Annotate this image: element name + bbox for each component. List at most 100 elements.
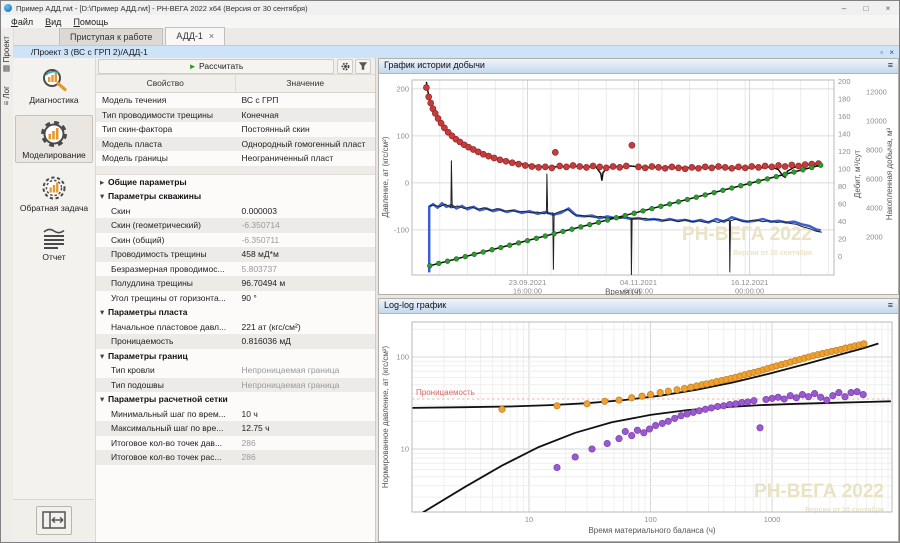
filter-button[interactable]	[355, 59, 371, 74]
panel-menu-icon[interactable]: ≡	[888, 59, 893, 73]
document-tab-1[interactable]: АДД-1 ×	[165, 27, 225, 45]
property-row[interactable]: Проводимость трещины458 мД*м	[96, 247, 375, 262]
close-panel-icon[interactable]: ×	[887, 48, 896, 57]
nav-item-modeling[interactable]: Моделирование	[15, 115, 93, 163]
series-давление-факт	[423, 85, 821, 172]
settings-button[interactable]	[337, 59, 353, 74]
property-row[interactable]: Модель границыНеограниченный пласт	[96, 151, 375, 166]
history-panel-header[interactable]: График истории добычи ≡	[379, 59, 898, 74]
chevron-down-icon[interactable]: ▾	[100, 349, 108, 364]
nav-item-diagnostics[interactable]: Диагностика	[15, 63, 93, 108]
property-name: Начальное пластовое давл...	[96, 320, 236, 335]
property-row[interactable]: Тип проводимости трещиныКонечная	[96, 108, 375, 123]
property-row[interactable]: Начальное пластовое давл...221 ат (кгс/с…	[96, 320, 375, 335]
property-value[interactable]: Неограниченный пласт	[236, 151, 376, 166]
section-row[interactable]: ▾Параметры расчетной сетки	[96, 392, 375, 407]
property-value[interactable]: Однородный гомогенный пласт	[236, 137, 376, 152]
property-value[interactable]: 0.000003	[236, 204, 376, 219]
tab-close-icon[interactable]: ×	[209, 31, 214, 41]
chevron-down-icon[interactable]: ▾	[100, 305, 108, 320]
property-value[interactable]: Непроницаемая граница	[236, 378, 376, 393]
minimize-icon[interactable]: –	[833, 4, 855, 13]
svg-text:10: 10	[525, 515, 533, 524]
calculate-button[interactable]: ► Рассчитать	[98, 59, 334, 74]
property-value[interactable]: 458 мД*м	[236, 247, 376, 262]
chevron-down-icon[interactable]: ▾	[100, 189, 108, 204]
property-row[interactable]: Тип скин-фактораПостоянный скин	[96, 122, 375, 137]
history-chart[interactable]: 23.09.202116:00:0004.11.202108:00:0016.1…	[379, 74, 898, 295]
close-icon[interactable]: ×	[877, 4, 899, 13]
property-name: Модель течения	[96, 93, 236, 108]
property-value[interactable]: 12.75 ч	[236, 421, 376, 436]
maximize-icon[interactable]: □	[855, 4, 877, 13]
property-value[interactable]: 0.816036 мД	[236, 334, 376, 349]
property-value[interactable]: ВС с ГРП	[236, 93, 376, 108]
gear-icon	[341, 62, 350, 71]
tab-label: АДД-1	[176, 31, 203, 41]
column-header-value[interactable]: Значение	[236, 75, 376, 92]
nav-item-inverse-problem[interactable]: Обратная задача	[15, 170, 93, 216]
property-row[interactable]: Тип подошвыНепроницаемая граница	[96, 378, 375, 393]
panel-menu-icon[interactable]: ≡	[888, 299, 893, 313]
property-row[interactable]: Минимальный шаг по врем...10 ч	[96, 407, 375, 422]
svg-text:10000: 10000	[866, 117, 887, 126]
property-value[interactable]: 5.803737	[236, 262, 376, 277]
property-value[interactable]: -6.350711	[236, 233, 376, 248]
property-row[interactable]: Тип кровлиНепроницаемая граница	[96, 363, 375, 378]
loglog-panel-header[interactable]: Log-log график ≡	[379, 299, 898, 314]
menu-file-rest: айл	[18, 17, 33, 27]
property-value[interactable]: Постоянный скин	[236, 122, 376, 137]
svg-text:100: 100	[644, 515, 657, 524]
menu-file[interactable]: Файл	[5, 17, 39, 27]
property-row[interactable]: Модель пластаОднородный гомогенный пласт	[96, 137, 375, 152]
column-header-property[interactable]: Свойство	[96, 75, 236, 92]
property-value[interactable]: 10 ч	[236, 407, 376, 422]
property-name: Тип подошвы	[96, 378, 236, 393]
menu-view[interactable]: Вид	[39, 17, 67, 27]
chevron-down-icon[interactable]: ▾	[100, 392, 108, 407]
property-row[interactable]: Безразмерная проводимос...5.803737	[96, 262, 375, 277]
property-row[interactable]: Итоговое кол-во точек рас...286	[96, 450, 375, 465]
report-document-icon	[40, 227, 68, 251]
property-row[interactable]: Итоговое кол-во точек дав...286	[96, 436, 375, 451]
property-value[interactable]: 96.70494 м	[236, 276, 376, 291]
nav-item-report[interactable]: Отчет	[15, 223, 93, 265]
property-value[interactable]: 286	[236, 436, 376, 451]
property-row[interactable]: Угол трещины от горизонта...90 °	[96, 291, 375, 306]
menu-help-rest: омощь	[80, 17, 108, 27]
svg-text:100: 100	[838, 165, 851, 174]
property-value[interactable]: 90 °	[236, 291, 376, 306]
history-panel-title: График истории добычи	[384, 59, 485, 73]
svg-text:200: 200	[396, 84, 409, 93]
property-value[interactable]: Непроницаемая граница	[236, 363, 376, 378]
watermark-subtitle: Версия от 30 сентября	[733, 249, 812, 257]
properties-panel: ► Рассчитать Свойство Значение Модель те…	[96, 58, 376, 542]
collapse-sidebar-button[interactable]	[36, 506, 72, 535]
side-tab-project[interactable]: ▦ Проект	[2, 32, 11, 78]
side-tab-log[interactable]: ≡ Лог	[2, 82, 11, 110]
property-row[interactable]: Проницаемость0.816036 мД	[96, 334, 375, 349]
property-value[interactable]: 286	[236, 450, 376, 465]
property-row[interactable]: Максимальный шаг по вре...12.75 ч	[96, 421, 375, 436]
property-value[interactable]: 221 ат (кгс/см²)	[236, 320, 376, 335]
property-row[interactable]: Модель теченияВС с ГРП	[96, 93, 375, 108]
property-value[interactable]: Конечная	[236, 108, 376, 123]
svg-text:16:00:00: 16:00:00	[513, 287, 542, 296]
section-row[interactable]: ▾Параметры пласта	[96, 305, 375, 320]
section-row[interactable]: ▸Общие параметры	[96, 175, 375, 190]
property-name: Минимальный шаг по врем...	[96, 407, 236, 422]
svg-text:10: 10	[401, 445, 409, 454]
property-row[interactable]: Скин0.000003	[96, 204, 375, 219]
loglog-chart[interactable]: РН-ВЕГА 2022Версия от 30 сентябряПроница…	[379, 314, 898, 542]
section-row[interactable]: ▾Параметры границ	[96, 349, 375, 364]
svg-text:140: 140	[838, 130, 851, 139]
property-row[interactable]: Скин (геометрический)-6.350714	[96, 218, 375, 233]
document-tab-0[interactable]: Приступая к работе	[59, 28, 163, 45]
section-row[interactable]: ▾Параметры скважины	[96, 189, 375, 204]
property-row[interactable]: Скин (общий)-6.350711	[96, 233, 375, 248]
chevron-right-icon[interactable]: ▸	[100, 175, 108, 190]
property-row[interactable]: Полудлина трещины96.70494 м	[96, 276, 375, 291]
menu-help[interactable]: Помощь	[67, 17, 114, 27]
float-panel-icon[interactable]: ▫	[878, 48, 885, 57]
property-value[interactable]: -6.350714	[236, 218, 376, 233]
